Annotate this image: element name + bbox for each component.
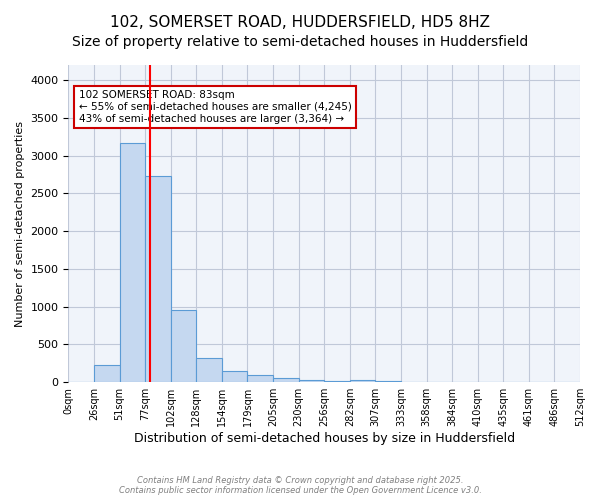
Bar: [273, 378, 299, 382]
Text: Contains HM Land Registry data © Crown copyright and database right 2025.
Contai: Contains HM Land Registry data © Crown c…: [119, 476, 481, 495]
Y-axis label: Number of semi-detached properties: Number of semi-detached properties: [15, 120, 25, 326]
Text: 102 SOMERSET ROAD: 83sqm
← 55% of semi-detached houses are smaller (4,245)
43% o: 102 SOMERSET ROAD: 83sqm ← 55% of semi-d…: [79, 90, 352, 124]
Bar: [299, 380, 324, 382]
Text: 102, SOMERSET ROAD, HUDDERSFIELD, HD5 8HZ: 102, SOMERSET ROAD, HUDDERSFIELD, HD5 8H…: [110, 15, 490, 30]
X-axis label: Distribution of semi-detached houses by size in Huddersfield: Distribution of semi-detached houses by …: [134, 432, 515, 445]
Bar: [247, 376, 273, 382]
Bar: [222, 372, 247, 382]
Bar: [171, 310, 196, 382]
Bar: [350, 380, 376, 382]
Text: Size of property relative to semi-detached houses in Huddersfield: Size of property relative to semi-detach…: [72, 35, 528, 49]
Bar: [94, 365, 119, 382]
Bar: [119, 143, 145, 382]
Bar: [196, 358, 222, 382]
Bar: [145, 176, 171, 382]
Bar: [324, 381, 350, 382]
